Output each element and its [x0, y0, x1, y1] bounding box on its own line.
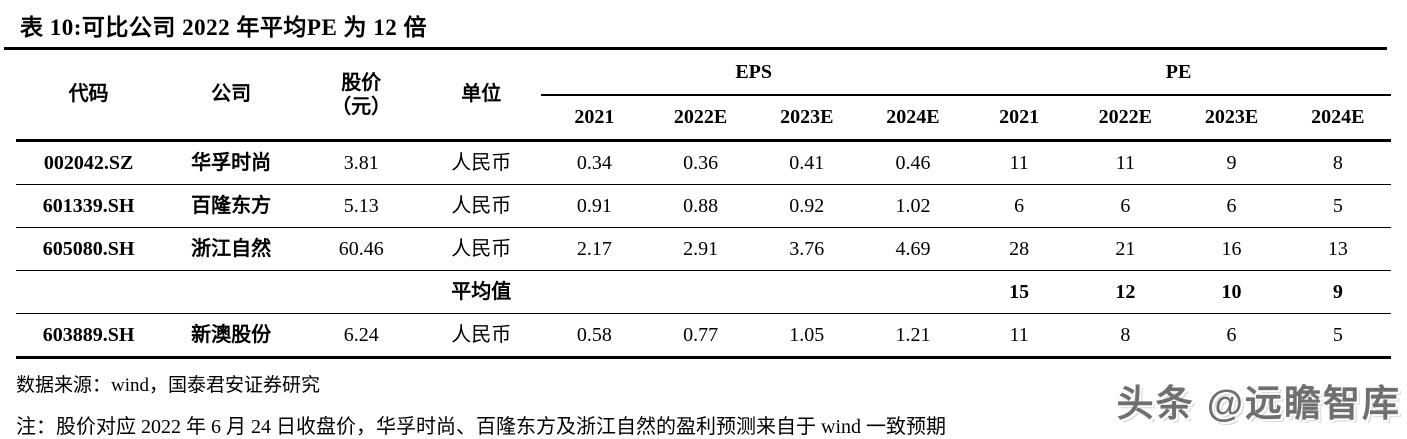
header-eps-2022e: 2022E: [647, 95, 754, 142]
header-group-row: 代码 公司 股价 （元） 单位 EPS PE: [16, 50, 1391, 142]
data-source-note: 数据来源：wind，国泰君安证券研究: [16, 375, 321, 396]
cell-price: 6.24: [301, 313, 422, 359]
page-title: 表 10:可比公司 2022 年平均PE 为 12 倍: [4, 0, 1387, 50]
cell-pe-2021: 28: [966, 227, 1073, 271]
cell-pe-2023e: 6: [1178, 184, 1285, 228]
cell-company: 华孚时尚: [161, 140, 302, 185]
cell-company: [161, 270, 302, 314]
cell-company: 浙江自然: [161, 227, 302, 271]
header-eps-2021: 2021: [541, 95, 648, 142]
cell-eps-2024e: 0.46: [859, 140, 967, 185]
cell-code: 601339.SH: [16, 184, 162, 228]
cell-eps-2023e: 0.41: [753, 140, 860, 185]
cell-price: [301, 270, 422, 314]
header-pe-2024e: 2024E: [1284, 95, 1391, 142]
cell-pe-2022e: 11: [1072, 140, 1179, 185]
cell-eps-2023e: [753, 270, 860, 314]
cell-eps-2022e: 2.91: [647, 227, 754, 271]
cell-eps-2023e: 1.05: [753, 313, 860, 359]
cell-eps-2024e: [859, 270, 967, 314]
cell-eps-2022e: 0.36: [647, 140, 754, 185]
cell-eps-2021: 0.34: [541, 140, 648, 185]
cell-pe-2022e: 21: [1072, 227, 1179, 271]
cell-unit: 人民币: [421, 313, 542, 359]
cell-pe-2021: 6: [966, 184, 1073, 228]
header-price: 股价 （元）: [301, 50, 422, 142]
cell-company: 新澳股份: [161, 313, 302, 359]
cell-eps-2022e: [647, 270, 754, 314]
header-company: 公司: [161, 50, 302, 142]
cell-pe-2024e: 13: [1284, 227, 1391, 271]
cell-unit: 人民币: [421, 227, 542, 271]
header-pe-2021: 2021: [966, 95, 1073, 142]
cell-average-label: 平均值: [421, 270, 542, 314]
cell-eps-2024e: 1.02: [859, 184, 967, 228]
cell-code: [16, 270, 162, 314]
cell-pe-2022e: 8: [1072, 313, 1179, 359]
table-row: 601339.SH 百隆东方 5.13 人民币 0.91 0.88 0.92 1…: [16, 184, 1391, 228]
cell-eps-2022e: 0.88: [647, 184, 754, 228]
header-code: 代码: [16, 50, 162, 142]
cell-pe-2021: 15: [966, 270, 1073, 314]
cell-pe-2024e: 5: [1284, 313, 1391, 359]
cell-eps-2021: 0.91: [541, 184, 648, 228]
cell-pe-2022e: 12: [1072, 270, 1179, 314]
cell-eps-2023e: 3.76: [753, 227, 860, 271]
cell-pe-2022e: 6: [1072, 184, 1179, 228]
cell-eps-2021: [541, 270, 648, 314]
cell-price: 60.46: [301, 227, 422, 271]
table-row: 603889.SH 新澳股份 6.24 人民币 0.58 0.77 1.05 1…: [16, 313, 1391, 359]
header-price-line2: （元）: [331, 95, 392, 118]
table-row: 002042.SZ 华孚时尚 3.81 人民币 0.34 0.36 0.41 0…: [16, 140, 1391, 185]
header-pe-group: PE: [966, 50, 1391, 96]
cell-pe-2024e: 9: [1284, 270, 1391, 314]
cell-company: 百隆东方: [161, 184, 302, 228]
cell-code: 603889.SH: [16, 313, 162, 359]
cell-eps-2024e: 1.21: [859, 313, 967, 359]
cell-pe-2021: 11: [966, 140, 1073, 185]
header-pe-2023e: 2023E: [1178, 95, 1285, 142]
cell-eps-2023e: 0.92: [753, 184, 860, 228]
cell-eps-2022e: 0.77: [647, 313, 754, 359]
cell-pe-2024e: 5: [1284, 184, 1391, 228]
cell-eps-2024e: 4.69: [859, 227, 967, 271]
comparable-companies-table: 代码 公司 股价 （元） 单位 EPS PE 2021 2022E 2023E …: [16, 50, 1391, 359]
header-eps-group: EPS: [541, 50, 967, 96]
cell-code: 002042.SZ: [16, 140, 162, 185]
cell-eps-2021: 0.58: [541, 313, 648, 359]
average-row: 平均值 15 12 10 9: [16, 270, 1391, 314]
header-price-line1: 股价: [341, 71, 382, 94]
report-page: 表 10:可比公司 2022 年平均PE 为 12 倍 代码 公司 股价 （元）…: [4, 0, 1401, 438]
header-unit: 单位: [421, 50, 542, 142]
header-eps-2023e: 2023E: [753, 95, 860, 142]
cell-price: 3.81: [301, 140, 422, 185]
cell-unit: 人民币: [421, 184, 542, 228]
cell-code: 605080.SH: [16, 227, 162, 271]
table-row: 605080.SH 浙江自然 60.46 人民币 2.17 2.91 3.76 …: [16, 227, 1391, 271]
cell-pe-2021: 11: [966, 313, 1073, 359]
cell-pe-2023e: 6: [1178, 313, 1285, 359]
watermark-toutiao-yuanzhan: 头条 @远瞻智库: [1116, 383, 1401, 424]
header-years-row: 2021 2022E 2023E 2024E 2021 2022E 2023E …: [16, 95, 1391, 142]
cell-eps-2021: 2.17: [541, 227, 648, 271]
cell-pe-2023e: 9: [1178, 140, 1285, 185]
cell-price: 5.13: [301, 184, 422, 228]
header-pe-2022e: 2022E: [1072, 95, 1179, 142]
header-eps-2024e: 2024E: [859, 95, 967, 142]
cell-pe-2024e: 8: [1284, 140, 1391, 185]
cell-pe-2023e: 16: [1178, 227, 1285, 271]
cell-unit: 人民币: [421, 140, 542, 185]
cell-pe-2023e: 10: [1178, 270, 1285, 314]
